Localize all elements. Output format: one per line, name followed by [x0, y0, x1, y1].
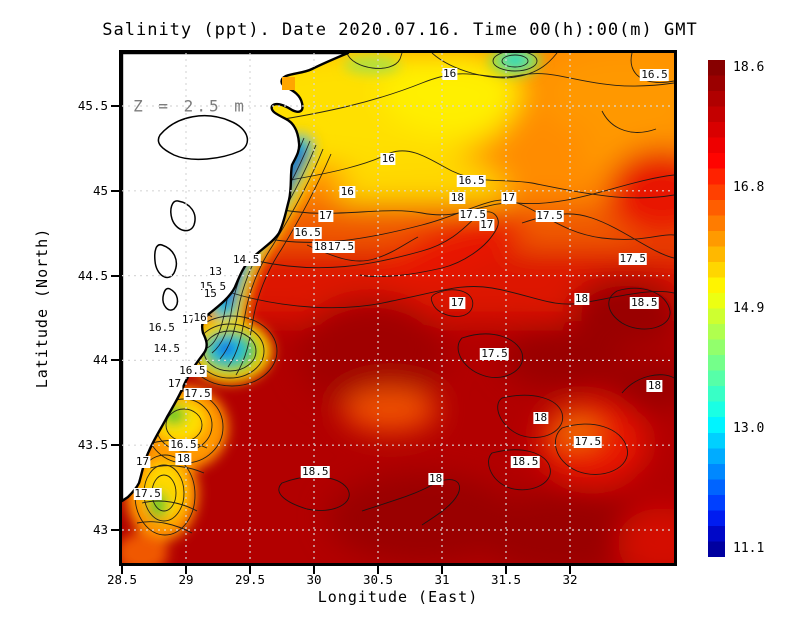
- contour-label-15: 15: [202, 287, 218, 301]
- colorbar-tick-label: 14.9: [733, 300, 765, 316]
- contour-label-17: 17: [134, 455, 151, 469]
- contour-label-17: 17: [317, 209, 334, 223]
- contour-label-16: 16: [192, 311, 208, 324]
- contour-label-16: 16: [339, 185, 355, 199]
- contour-label-17: 17: [180, 312, 197, 326]
- contour-label-14.5: 14.5: [231, 253, 261, 267]
- contour-label-16.5: 16.5: [147, 321, 176, 335]
- contour-label-16.5: 16.5: [169, 438, 198, 452]
- colorbar-tick-label: 13.0: [733, 420, 765, 436]
- contour-label-18: 18: [312, 239, 329, 253]
- contour-label-17.5: 17.5: [326, 239, 356, 253]
- y-tick-label: 45.5: [77, 98, 108, 113]
- x-tick-mark: [121, 566, 123, 574]
- contour-label-18: 18: [532, 411, 549, 425]
- contour-label-16.5: 16.5: [178, 363, 207, 377]
- x-tick-mark: [569, 566, 571, 574]
- x-tick-mark: [441, 566, 443, 574]
- contour-label-13: 13: [207, 265, 224, 279]
- colorbar-tick-label: 16.8: [733, 180, 765, 196]
- contour-label-17.5: 17.5: [133, 487, 162, 501]
- depth-annotation: Z = 2.5 m: [133, 96, 247, 116]
- x-tick-label: 29.5: [234, 572, 266, 587]
- contour-label-17: 17: [500, 190, 517, 204]
- x-tick-mark: [505, 566, 507, 574]
- x-tick-mark: [313, 566, 315, 574]
- x-axis-label: Longitude (East): [317, 588, 479, 606]
- contour-label-18.5: 18.5: [629, 295, 659, 309]
- contour-label-16: 16: [442, 66, 458, 80]
- y-axis-label: Latitude (North): [33, 227, 51, 389]
- map-plot-area: Z = 2.5 m 16 16.5 16 16 16.5 18 17 17.5 17 17.5 17…: [119, 50, 677, 566]
- contour-label-18: 18: [175, 451, 192, 465]
- y-tick-label: 45: [92, 182, 108, 198]
- contour-label-18: 18: [573, 292, 590, 306]
- y-tick-label: 44.5: [77, 267, 108, 283]
- contour-label-17: 17: [449, 295, 465, 309]
- contour-label-17.5: 17.5: [480, 346, 509, 360]
- colorbar-tick-label: 11.1: [733, 541, 765, 556]
- contour-label-16.5: 16.5: [457, 173, 486, 187]
- colorbar-gradient: [708, 60, 725, 557]
- contour-label-16.5: 16.5: [293, 226, 322, 240]
- contour-label-17.5: 17.5: [573, 434, 603, 448]
- contour-label-18.5: 18.5: [301, 465, 330, 479]
- x-tick-label: 30: [306, 572, 322, 587]
- y-tick-mark: [111, 444, 119, 447]
- x-tick-label: 31.5: [490, 572, 522, 587]
- map-canvas: Z = 2.5 m 16 16.5 16 16 16.5 18 17 17.5 17 17.5 17…: [122, 53, 674, 563]
- lagoons: [154, 115, 249, 311]
- y-tick-mark: [111, 359, 119, 362]
- x-tick-label: 31: [434, 572, 450, 587]
- x-tick-label: 30.5: [362, 572, 394, 587]
- y-tick-mark: [111, 189, 119, 192]
- contour-label-17: 17: [166, 377, 183, 391]
- y-tick-label: 43.5: [77, 437, 108, 453]
- contour-label-18: 18: [449, 190, 465, 204]
- y-tick-mark: [111, 274, 119, 277]
- x-tick-mark: [377, 566, 379, 574]
- plot-title: Salinity (ppt). Date 2020.07.16. Time 00…: [102, 20, 698, 40]
- x-tick-mark: [185, 566, 187, 574]
- contour-label-17.5: 17.5: [458, 207, 487, 221]
- colorbar-tick-label: 18.6: [733, 60, 765, 75]
- contour-label-17.5: 17.5: [535, 209, 564, 223]
- x-tick-mark: [249, 566, 251, 574]
- salinity-contour-map: [122, 53, 674, 563]
- contour-label-14.5: 14.5: [152, 341, 182, 355]
- y-tick-label: 43: [92, 522, 108, 537]
- contour-label-18.5: 18.5: [510, 455, 540, 469]
- contour-label-17.5: 17.5: [618, 251, 647, 265]
- contour-label-17.5: 17.5: [183, 387, 212, 401]
- contour-label-16.5: 16.5: [640, 68, 669, 82]
- x-tick-label: 32: [562, 572, 578, 587]
- estuary-water-cell: [282, 77, 295, 90]
- x-tick-label: 29: [178, 572, 194, 587]
- y-tick-label: 44: [92, 352, 108, 368]
- contour-label-18: 18: [646, 378, 663, 392]
- contour-label-17: 17: [479, 217, 495, 231]
- x-tick-label: 28.5: [106, 572, 138, 587]
- contour-label-16: 16: [380, 151, 396, 165]
- contour-label-18: 18: [427, 472, 444, 486]
- y-tick-mark: [111, 105, 119, 107]
- y-tick-mark: [111, 529, 119, 531]
